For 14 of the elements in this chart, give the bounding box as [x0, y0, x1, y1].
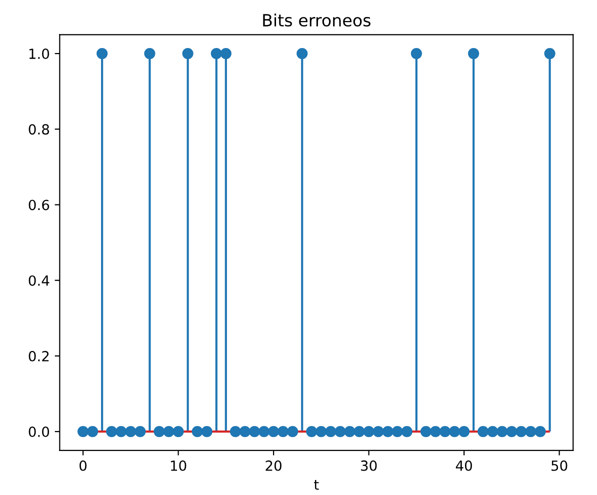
- x-tick-label: 40: [456, 460, 472, 471]
- y-tick-label: 0.2: [28, 350, 49, 362]
- y-tick-label: 0.0: [28, 426, 50, 438]
- x-tick-label: 30: [361, 460, 377, 471]
- x-tick-label: 50: [552, 460, 568, 471]
- x-tick-label: 0: [80, 460, 87, 471]
- y-tick-label: 0.4: [28, 275, 50, 286]
- y-tick-label: 0.8: [28, 124, 50, 135]
- y-tick-label: 0.6: [28, 200, 50, 210]
- x-tick-label: 10: [170, 460, 186, 471]
- x-tick-label: 20: [266, 460, 282, 471]
- y-tick-label: 1.0: [29, 48, 50, 60]
- x-axis-title: t: [314, 480, 319, 490]
- chart-title: Bits erroneos: [263, 14, 370, 27]
